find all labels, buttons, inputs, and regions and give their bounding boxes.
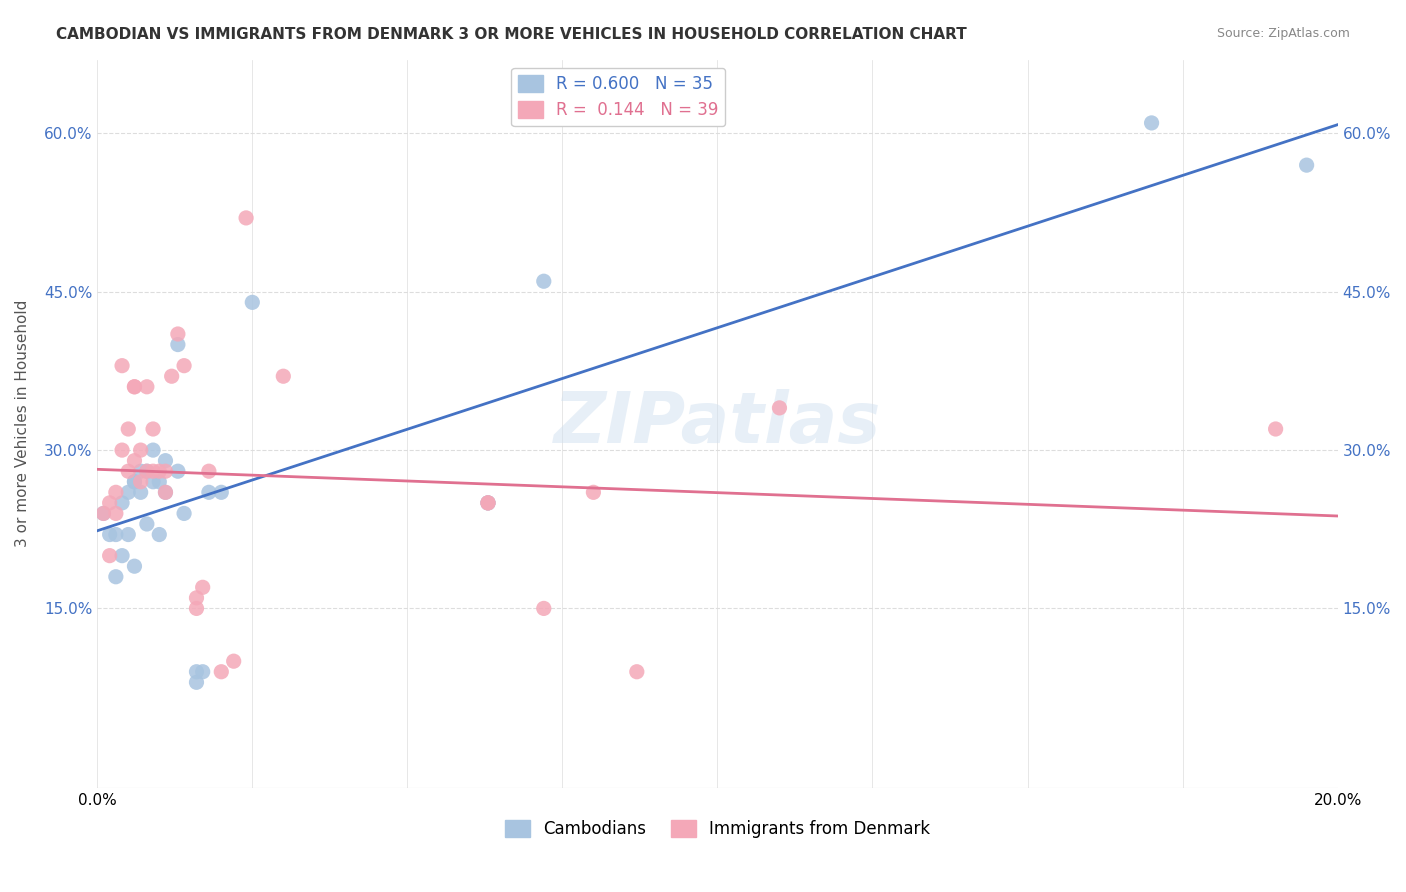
Point bbox=[477, 496, 499, 510]
Point bbox=[124, 559, 146, 574]
Point bbox=[148, 475, 170, 489]
Point bbox=[124, 380, 146, 394]
Point bbox=[98, 496, 121, 510]
Point bbox=[111, 496, 134, 510]
Point bbox=[533, 274, 555, 288]
Point bbox=[209, 485, 232, 500]
Point bbox=[117, 527, 139, 541]
Point bbox=[1140, 116, 1163, 130]
Point bbox=[117, 422, 139, 436]
Point bbox=[209, 665, 232, 679]
Point bbox=[124, 380, 146, 394]
Point bbox=[93, 507, 115, 521]
Point bbox=[104, 570, 127, 584]
Point bbox=[186, 675, 208, 690]
Point bbox=[198, 464, 221, 478]
Point bbox=[98, 527, 121, 541]
Legend: Cambodians, Immigrants from Denmark: Cambodians, Immigrants from Denmark bbox=[498, 814, 936, 845]
Text: ZIPatlas: ZIPatlas bbox=[554, 389, 882, 458]
Point bbox=[93, 507, 115, 521]
Point bbox=[104, 507, 127, 521]
Point bbox=[129, 475, 152, 489]
Point bbox=[1264, 422, 1286, 436]
Point bbox=[235, 211, 257, 225]
Point bbox=[155, 464, 177, 478]
Point bbox=[148, 464, 170, 478]
Point bbox=[477, 496, 499, 510]
Y-axis label: 3 or more Vehicles in Household: 3 or more Vehicles in Household bbox=[15, 300, 30, 548]
Point bbox=[135, 464, 157, 478]
Point bbox=[626, 665, 648, 679]
Point bbox=[186, 665, 208, 679]
Point bbox=[198, 485, 221, 500]
Point bbox=[129, 443, 152, 458]
Point bbox=[142, 443, 165, 458]
Point bbox=[167, 337, 190, 351]
Point bbox=[135, 516, 157, 531]
Point bbox=[104, 527, 127, 541]
Point bbox=[271, 369, 294, 384]
Point bbox=[98, 549, 121, 563]
Point bbox=[148, 527, 170, 541]
Point bbox=[117, 485, 139, 500]
Point bbox=[124, 475, 146, 489]
Point bbox=[135, 380, 157, 394]
Point bbox=[477, 496, 499, 510]
Point bbox=[240, 295, 263, 310]
Point bbox=[124, 453, 146, 467]
Point bbox=[167, 326, 190, 341]
Point bbox=[117, 464, 139, 478]
Point bbox=[124, 475, 146, 489]
Point bbox=[768, 401, 790, 415]
Point bbox=[160, 369, 183, 384]
Point bbox=[111, 549, 134, 563]
Point bbox=[155, 485, 177, 500]
Point bbox=[155, 453, 177, 467]
Point bbox=[135, 464, 157, 478]
Point bbox=[173, 359, 195, 373]
Point bbox=[142, 422, 165, 436]
Point bbox=[186, 591, 208, 605]
Point bbox=[111, 359, 134, 373]
Point bbox=[167, 464, 190, 478]
Point bbox=[222, 654, 245, 668]
Point bbox=[142, 464, 165, 478]
Point bbox=[477, 496, 499, 510]
Point bbox=[104, 485, 127, 500]
Point bbox=[533, 601, 555, 615]
Point bbox=[186, 601, 208, 615]
Point bbox=[129, 485, 152, 500]
Point bbox=[191, 580, 214, 594]
Point bbox=[1295, 158, 1317, 172]
Point bbox=[155, 485, 177, 500]
Text: CAMBODIAN VS IMMIGRANTS FROM DENMARK 3 OR MORE VEHICLES IN HOUSEHOLD CORRELATION: CAMBODIAN VS IMMIGRANTS FROM DENMARK 3 O… bbox=[56, 27, 967, 42]
Point bbox=[142, 475, 165, 489]
Point bbox=[173, 507, 195, 521]
Point bbox=[191, 665, 214, 679]
Point bbox=[111, 443, 134, 458]
Point bbox=[129, 464, 152, 478]
Point bbox=[582, 485, 605, 500]
Text: Source: ZipAtlas.com: Source: ZipAtlas.com bbox=[1216, 27, 1350, 40]
